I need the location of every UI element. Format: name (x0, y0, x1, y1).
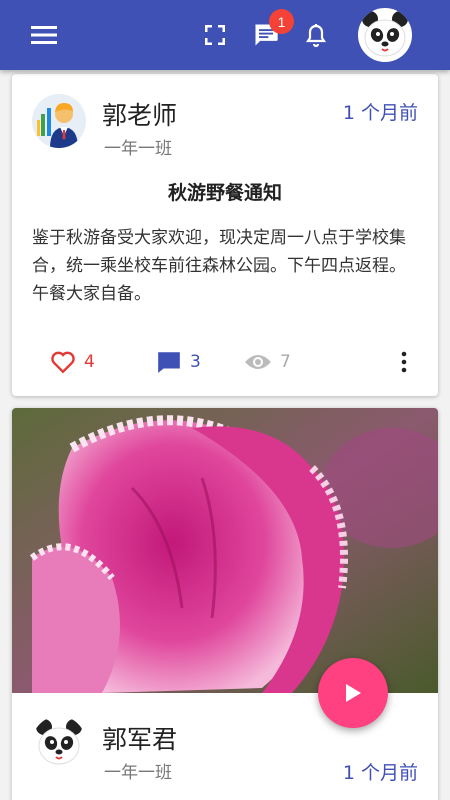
more-vertical-icon (401, 351, 407, 373)
user-avatar[interactable] (358, 8, 412, 62)
post-class: 一年一班 (104, 139, 172, 159)
teacher-avatar-icon (37, 103, 78, 148)
panda-avatar-icon (362, 11, 408, 57)
teacher-avatar[interactable] (32, 94, 86, 148)
fullscreen-button[interactable] (198, 0, 232, 70)
post-time: 1 个月前 (342, 102, 418, 124)
bell-icon (305, 24, 327, 48)
view-count: 7 (280, 352, 291, 372)
menu-button[interactable] (24, 0, 64, 70)
author-avatar[interactable] (32, 716, 86, 770)
post-author[interactable]: 郭老师 (102, 101, 178, 130)
post-photo[interactable] (12, 408, 438, 693)
more-options-button[interactable] (394, 346, 414, 378)
eye-icon (245, 355, 271, 369)
comment-icon (158, 352, 180, 373)
like-count: 4 (84, 352, 95, 372)
post-card[interactable]: 郭老师 一年一班 1 个月前 秋游野餐通知 鉴于秋游备受大家欢迎，现决定周一八点… (12, 74, 438, 396)
like-button[interactable]: 4 (50, 344, 95, 380)
comment-count: 3 (190, 352, 201, 372)
post-body: 鉴于秋游备受大家欢迎，现决定周一八点于学校集合，统一乘坐校车前往森林公园。下午四… (32, 228, 406, 304)
post-title: 秋游野餐通知 (167, 182, 282, 204)
panda-avatar-icon (36, 719, 82, 765)
post-author[interactable]: 郭军君 (102, 725, 178, 754)
view-count-area: 7 (244, 344, 291, 380)
fullscreen-icon (205, 25, 225, 45)
post-card[interactable]: 郭军君 一年一班 1 个月前 (12, 408, 438, 800)
play-icon (346, 684, 361, 702)
app-bar: 1 (0, 0, 450, 70)
post-class: 一年一班 (104, 763, 172, 783)
heart-icon (51, 351, 75, 374)
post-actions: 4 3 7 (12, 344, 438, 380)
comment-button[interactable]: 3 (156, 344, 201, 380)
post-time: 1 个月前 (342, 762, 418, 784)
flower-photo (12, 408, 438, 693)
play-fab-button[interactable] (318, 658, 388, 728)
notifications-button[interactable] (298, 0, 334, 70)
message-count-badge: 1 (269, 9, 294, 34)
menu-icon (31, 26, 57, 44)
